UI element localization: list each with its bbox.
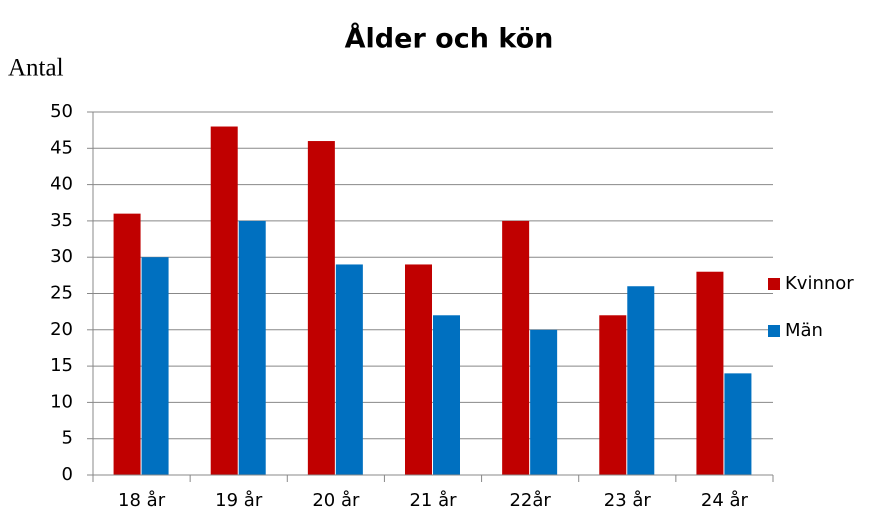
legend-swatch: [768, 325, 780, 337]
legend-label: Kvinnor: [785, 273, 854, 294]
y-tick-label: 15: [50, 355, 73, 376]
y-tick-label: 50: [50, 101, 73, 122]
bar: [724, 373, 752, 475]
legend-swatch: [768, 278, 780, 290]
bar: [405, 264, 432, 475]
y-axis-label: Antal: [8, 55, 64, 82]
y-tick-label: 20: [50, 319, 73, 340]
bar: [627, 286, 655, 475]
chart-title: Ålder och kön: [345, 23, 554, 55]
y-tick-label: 30: [50, 246, 73, 267]
y-tick-label: 45: [50, 137, 73, 158]
bar: [599, 315, 627, 475]
x-tick-label: 23 år: [604, 490, 652, 511]
bar: [433, 315, 460, 475]
legend-label: Män: [785, 320, 823, 341]
bar: [141, 257, 169, 475]
y-tick-label: 0: [62, 464, 73, 485]
bar: [307, 141, 335, 476]
bar: [335, 264, 363, 475]
y-tick-label: 35: [50, 210, 73, 231]
bar: [113, 213, 141, 475]
bar: [530, 329, 558, 475]
x-tick-label: 24 år: [701, 490, 749, 511]
x-tick-label: 18 år: [118, 490, 166, 511]
x-tick-label: 21 år: [409, 490, 457, 511]
bar: [696, 271, 724, 475]
y-tick-label: 5: [62, 428, 73, 449]
x-tick-label: 20 år: [312, 490, 360, 511]
bar: [502, 220, 530, 475]
bar: [210, 126, 238, 476]
y-tick-label: 40: [50, 174, 73, 195]
x-tick-label: 22år: [509, 490, 551, 511]
y-tick-label: 10: [50, 391, 73, 412]
bar: [238, 220, 266, 475]
x-tick-label: 19 år: [215, 490, 263, 511]
y-tick-label: 25: [50, 283, 73, 304]
